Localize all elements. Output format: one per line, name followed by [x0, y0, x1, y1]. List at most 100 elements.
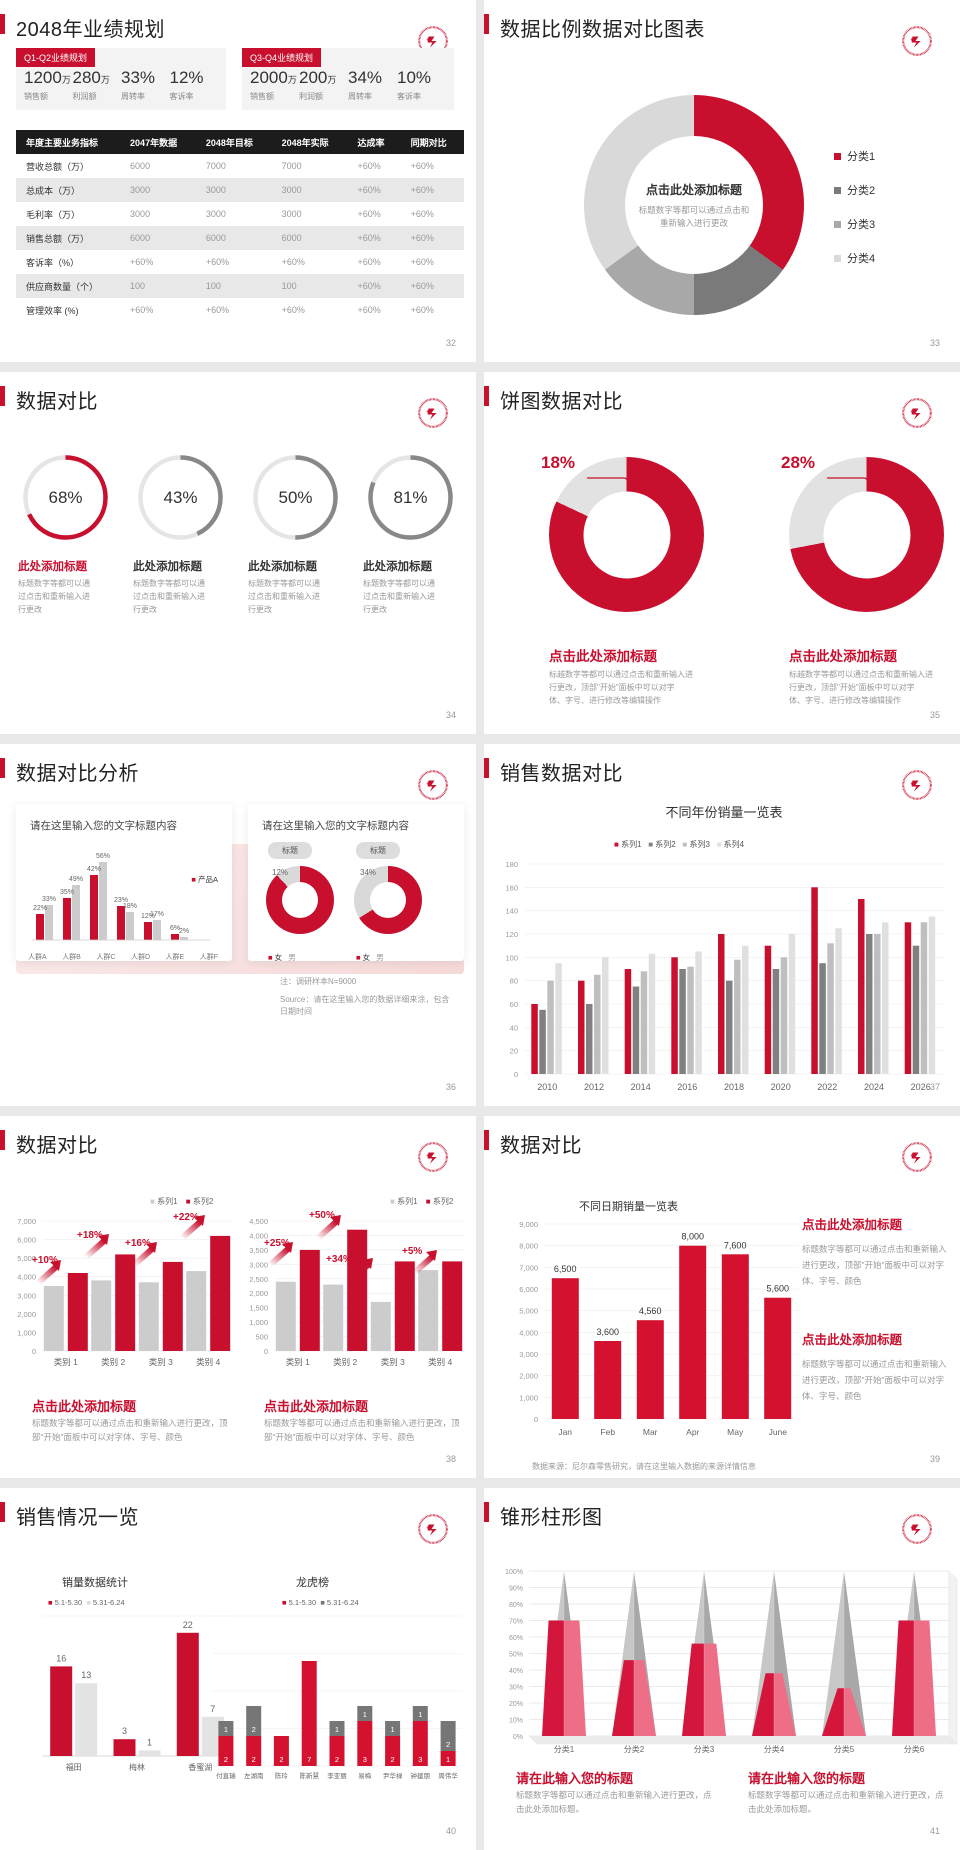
svg-text:16: 16 — [56, 1653, 66, 1663]
svg-text:3: 3 — [122, 1726, 127, 1736]
svg-text:160: 160 — [505, 883, 518, 892]
svg-text:Mar: Mar — [643, 1427, 658, 1437]
svg-text:2016: 2016 — [677, 1082, 697, 1092]
svg-text:6,000: 6,000 — [17, 1236, 36, 1245]
svg-text:1: 1 — [363, 1710, 367, 1719]
svg-text:3,000: 3,000 — [17, 1291, 36, 1300]
svg-text:17%: 17% — [150, 911, 164, 918]
svg-text:2,000: 2,000 — [17, 1310, 36, 1319]
svg-text:+18%: +18% — [77, 1230, 103, 1241]
svg-text:2020: 2020 — [771, 1082, 791, 1092]
svg-text:120: 120 — [505, 930, 518, 939]
svg-text:周伟华: 周伟华 — [438, 1771, 458, 1780]
svg-text:分类3: 分类3 — [694, 1744, 715, 1754]
svg-text:8,000: 8,000 — [519, 1242, 538, 1251]
svg-text:56%: 56% — [96, 853, 110, 860]
svg-text:5,600: 5,600 — [767, 1284, 790, 1294]
svg-text:81%: 81% — [393, 488, 427, 507]
svg-text:90%: 90% — [509, 1586, 523, 1593]
svg-text:43%: 43% — [163, 488, 197, 507]
svg-text:1: 1 — [335, 1725, 339, 1734]
svg-text:+5%: +5% — [402, 1246, 422, 1257]
svg-text:0: 0 — [264, 1347, 268, 1356]
svg-text:1,000: 1,000 — [17, 1328, 36, 1337]
svg-text:钟建朋: 钟建朋 — [411, 1771, 431, 1780]
svg-text:0: 0 — [514, 1070, 518, 1079]
svg-text:0: 0 — [32, 1347, 36, 1356]
svg-text:2,500: 2,500 — [249, 1275, 268, 1284]
svg-text:4,560: 4,560 — [639, 1306, 662, 1316]
svg-text:2: 2 — [252, 1725, 256, 1734]
svg-text:2%: 2% — [179, 928, 189, 935]
svg-text:3,000: 3,000 — [249, 1260, 268, 1269]
svg-text:50%: 50% — [509, 1652, 523, 1659]
svg-text:陈新慧: 陈新慧 — [299, 1771, 319, 1780]
svg-text:33%: 33% — [42, 896, 56, 903]
svg-text:100%: 100% — [505, 1569, 523, 1576]
svg-text:易梅: 易梅 — [358, 1771, 372, 1780]
svg-text:分类4: 分类4 — [764, 1744, 785, 1754]
svg-text:2,000: 2,000 — [519, 1372, 538, 1381]
svg-text:7,000: 7,000 — [519, 1263, 538, 1272]
svg-text:June: June — [769, 1427, 788, 1437]
svg-text:40%: 40% — [509, 1668, 523, 1675]
svg-text:4,000: 4,000 — [519, 1328, 538, 1337]
svg-text:4,500: 4,500 — [249, 1217, 268, 1226]
svg-text:3: 3 — [418, 1755, 422, 1764]
svg-text:1: 1 — [418, 1710, 422, 1719]
svg-text:60%: 60% — [509, 1635, 523, 1642]
svg-text:+34%: +34% — [326, 1254, 352, 1265]
svg-text:50%: 50% — [278, 488, 312, 507]
svg-text:+25%: +25% — [264, 1238, 290, 1249]
svg-text:2026: 2026 — [911, 1082, 931, 1092]
svg-text:+16%: +16% — [125, 1238, 151, 1249]
svg-text:100: 100 — [505, 953, 518, 962]
svg-text:18%: 18% — [123, 903, 137, 910]
svg-text:2014: 2014 — [631, 1082, 651, 1092]
svg-text:49%: 49% — [69, 876, 83, 883]
svg-text:Feb: Feb — [600, 1427, 615, 1437]
svg-text:陈玲: 陈玲 — [275, 1771, 289, 1780]
svg-text:类别 2: 类别 2 — [333, 1357, 357, 1367]
svg-text:2: 2 — [224, 1755, 228, 1764]
svg-text:3: 3 — [363, 1755, 367, 1764]
svg-text:+10%: +10% — [32, 1255, 58, 1266]
svg-text:2,000: 2,000 — [249, 1289, 268, 1298]
svg-text:7: 7 — [307, 1755, 311, 1764]
svg-text:80: 80 — [510, 977, 518, 986]
svg-text:7,000: 7,000 — [17, 1217, 36, 1226]
svg-text:尹华禄: 尹华禄 — [383, 1771, 403, 1780]
svg-text:1: 1 — [391, 1725, 395, 1734]
svg-text:22%: 22% — [33, 905, 47, 912]
svg-text:20: 20 — [510, 1047, 518, 1056]
svg-text:类别 4: 类别 4 — [428, 1357, 452, 1367]
svg-text:13: 13 — [81, 1670, 91, 1680]
svg-text:福田: 福田 — [66, 1763, 82, 1772]
svg-text:10%: 10% — [509, 1718, 523, 1725]
svg-text:68%: 68% — [48, 488, 82, 507]
svg-text:3,000: 3,000 — [519, 1350, 538, 1359]
svg-text:40: 40 — [510, 1023, 518, 1032]
svg-text:2: 2 — [391, 1755, 395, 1764]
svg-text:20%: 20% — [509, 1701, 523, 1708]
svg-text:May: May — [727, 1427, 744, 1437]
svg-text:分类1: 分类1 — [554, 1744, 575, 1754]
svg-text:6,500: 6,500 — [554, 1264, 577, 1274]
svg-text:类别 3: 类别 3 — [149, 1357, 173, 1367]
svg-text:2018: 2018 — [724, 1082, 744, 1092]
svg-text:类别 3: 类别 3 — [381, 1357, 405, 1367]
svg-text:1: 1 — [147, 1737, 152, 1747]
svg-text:付直瑞: 付直瑞 — [216, 1771, 236, 1780]
svg-text:左湖南: 左湖南 — [244, 1771, 264, 1780]
svg-text:35%: 35% — [60, 889, 74, 896]
svg-text:4,000: 4,000 — [17, 1273, 36, 1282]
svg-text:2: 2 — [335, 1755, 339, 1764]
svg-text:1,500: 1,500 — [249, 1304, 268, 1313]
svg-text:0: 0 — [534, 1415, 538, 1424]
svg-text:30%: 30% — [509, 1685, 523, 1692]
svg-text:9,000: 9,000 — [519, 1220, 538, 1229]
svg-text:70%: 70% — [509, 1619, 523, 1626]
svg-text:2024: 2024 — [864, 1082, 884, 1092]
svg-text:Apr: Apr — [686, 1427, 699, 1437]
svg-text:1,000: 1,000 — [249, 1318, 268, 1327]
